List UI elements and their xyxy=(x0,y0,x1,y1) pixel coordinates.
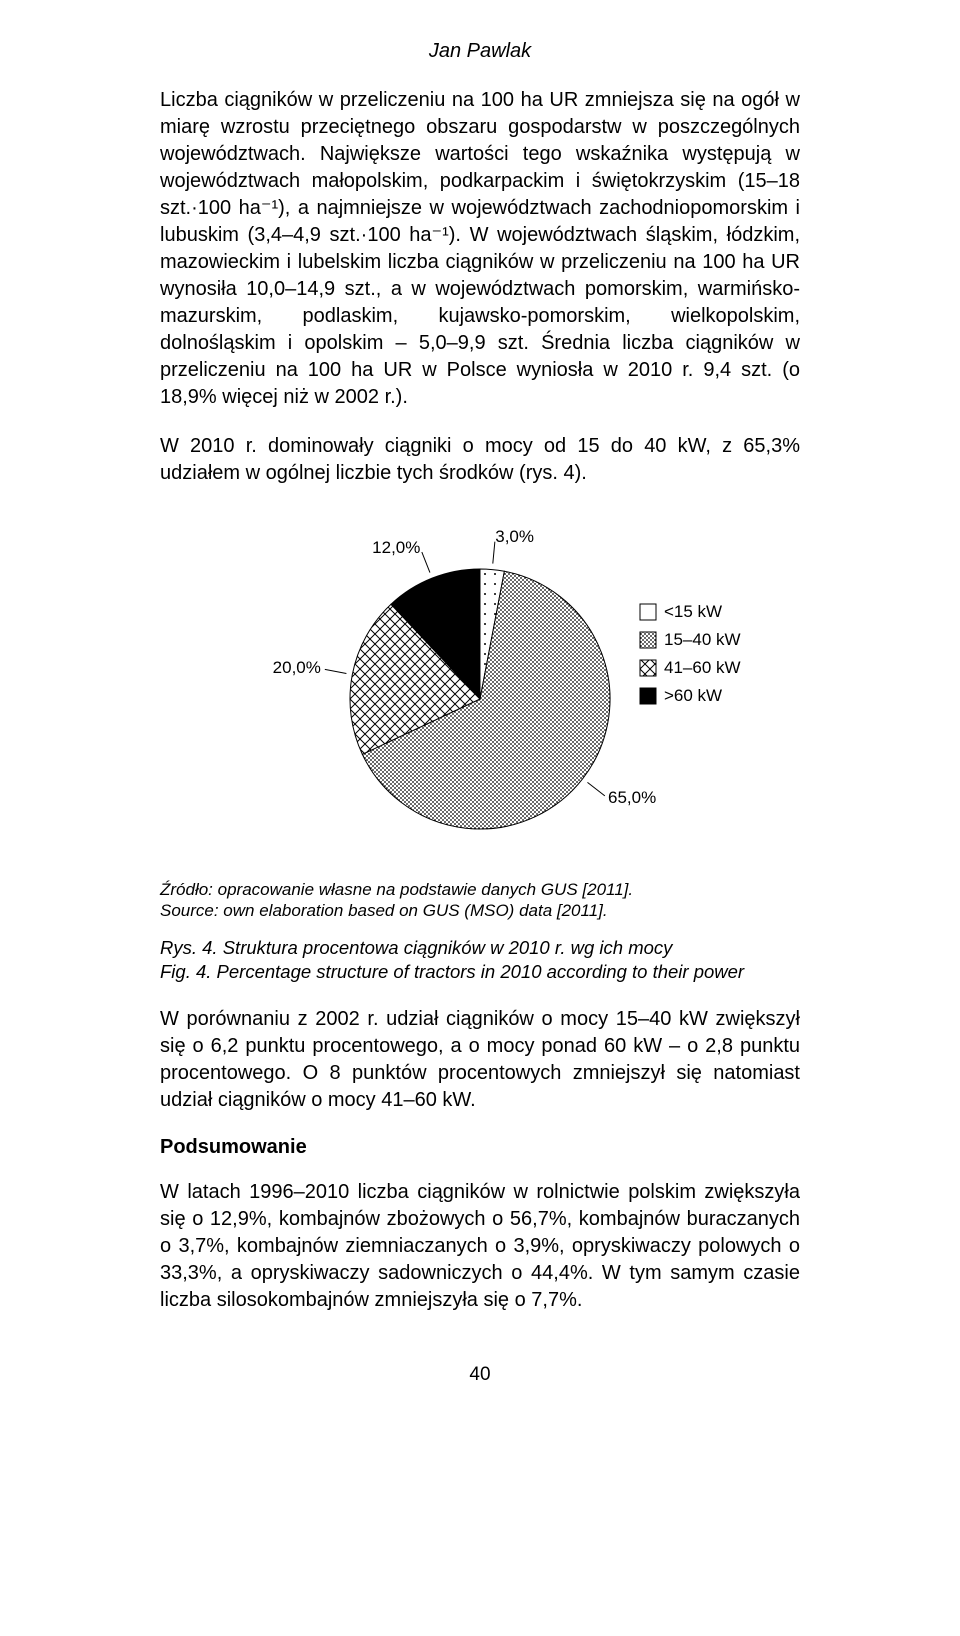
paragraph-1: Liczba ciągników w przeliczeniu na 100 h… xyxy=(160,87,800,411)
svg-text:41–60 kW: 41–60 kW xyxy=(664,658,741,677)
figure-caption-line-1: Rys. 4. Struktura procentowa ciągników w… xyxy=(160,936,800,960)
pie-chart-svg: 3,0% 65,0% 20,0% 12,0% <15 kW 15–40 kW 41–60 k… xyxy=(180,509,780,869)
figure-caption: Rys. 4. Struktura procentowa ciągników w… xyxy=(160,936,800,984)
svg-text:15–40 kW: 15–40 kW xyxy=(664,630,741,649)
figure-source-line-1: Źródło: opracowanie własne na podstawie … xyxy=(160,879,800,900)
svg-text:12,0%: 12,0% xyxy=(372,538,420,557)
svg-text:65,0%: 65,0% xyxy=(608,788,656,807)
figure-source-line-2: Source: own elaboration based on GUS (MS… xyxy=(160,900,800,921)
paragraph-4: W latach 1996–2010 liczba ciągników w ro… xyxy=(160,1179,800,1314)
svg-text:<15 kW: <15 kW xyxy=(664,602,722,621)
svg-text:>60 kW: >60 kW xyxy=(664,686,722,705)
svg-text:20,0%: 20,0% xyxy=(273,658,321,677)
section-heading-summary: Podsumowanie xyxy=(160,1136,800,1159)
pie-chart-figure: 3,0% 65,0% 20,0% 12,0% <15 kW 15–40 kW 41–60 k… xyxy=(180,509,780,869)
page-number: 40 xyxy=(160,1364,800,1386)
paragraph-3: W porównaniu z 2002 r. udział ciągników … xyxy=(160,1006,800,1114)
figure-source: Źródło: opracowanie własne na podstawie … xyxy=(160,879,800,922)
paragraph-2: W 2010 r. dominowały ciągniki o mocy od … xyxy=(160,433,800,487)
author-name: Jan Pawlak xyxy=(160,40,800,63)
figure-caption-line-2: Fig. 4. Percentage structure of tractors… xyxy=(160,960,800,984)
svg-text:3,0%: 3,0% xyxy=(495,527,534,546)
